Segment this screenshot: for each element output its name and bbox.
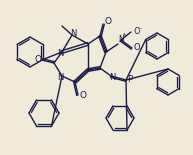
Text: +: + [122, 33, 126, 38]
Text: N: N [57, 73, 63, 82]
Text: N: N [109, 73, 115, 82]
Text: O: O [35, 55, 41, 64]
Text: ·O: ·O [132, 27, 140, 36]
Text: O: O [104, 18, 112, 27]
Text: -: - [140, 27, 142, 31]
Text: N: N [118, 35, 124, 44]
Text: N: N [57, 49, 63, 58]
Text: O: O [80, 91, 86, 100]
Text: P: P [127, 75, 133, 84]
Text: O: O [134, 44, 140, 53]
Text: N: N [70, 29, 76, 38]
